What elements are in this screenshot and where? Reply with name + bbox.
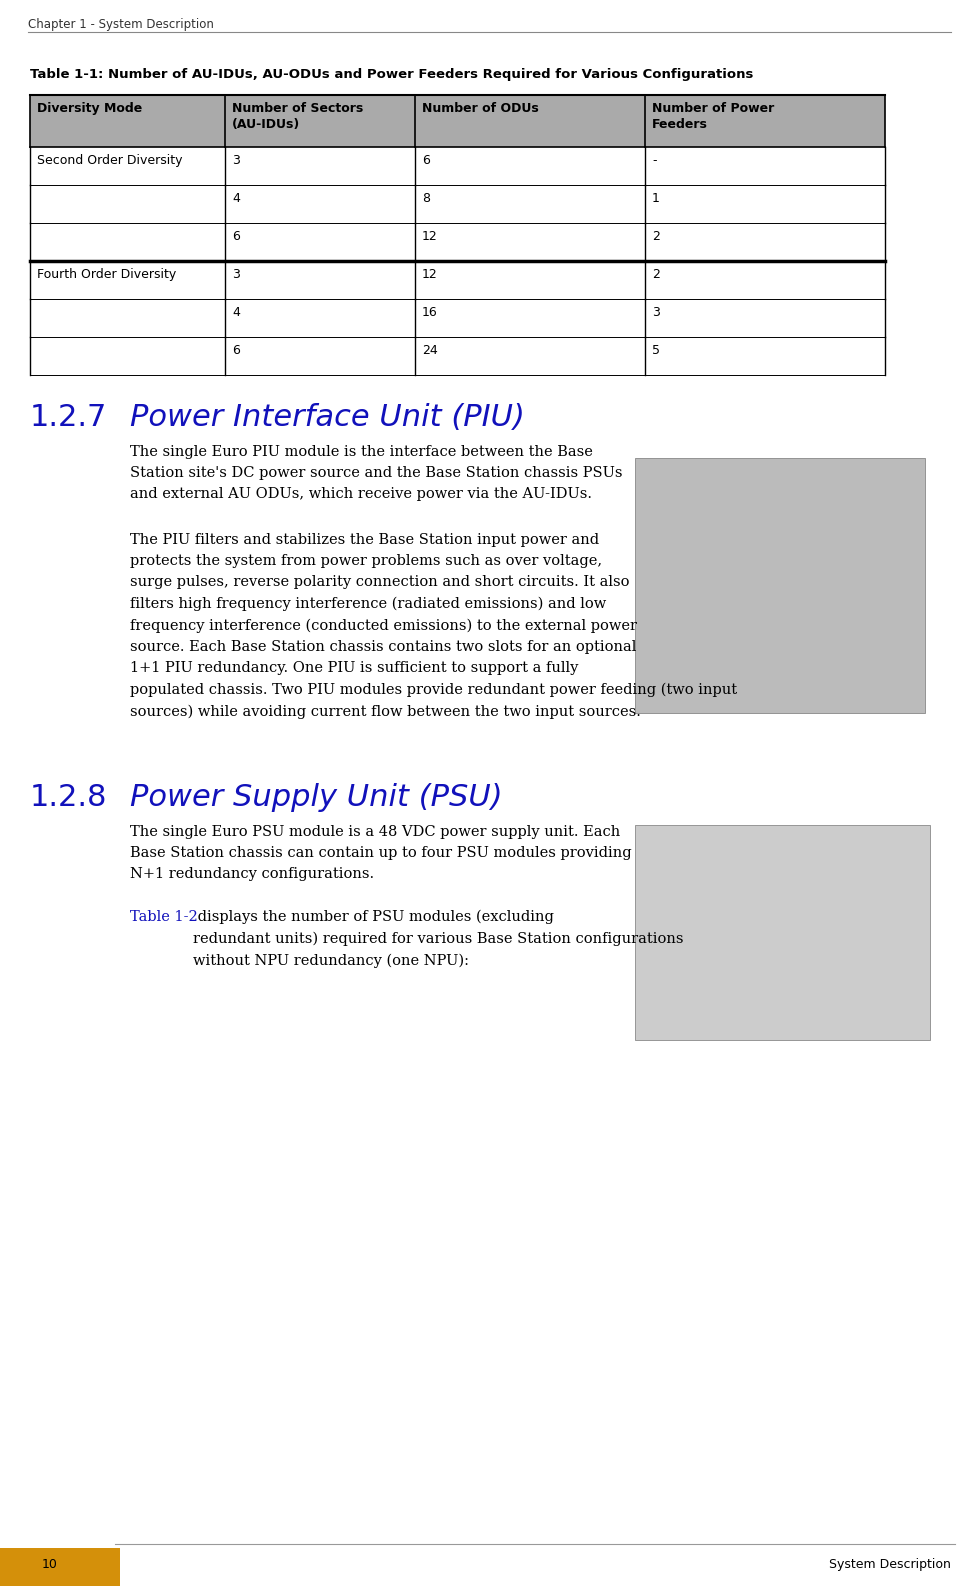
Text: 2: 2 <box>651 230 659 243</box>
Text: 3: 3 <box>651 306 659 319</box>
Text: Chapter 1 - System Description: Chapter 1 - System Description <box>28 17 213 32</box>
Text: Table 1-1: Number of AU-IDUs, AU-ODUs and Power Feeders Required for Various Con: Table 1-1: Number of AU-IDUs, AU-ODUs an… <box>30 68 753 81</box>
Text: 4: 4 <box>232 192 240 205</box>
Bar <box>30 224 884 262</box>
Text: 6: 6 <box>232 344 240 357</box>
Text: System Description: System Description <box>828 1557 950 1572</box>
Text: 12: 12 <box>422 268 437 281</box>
Text: The single Euro PIU module is the interface between the Base
Station site's DC p: The single Euro PIU module is the interf… <box>130 446 622 501</box>
Text: 24: 24 <box>422 344 437 357</box>
Text: 2: 2 <box>651 268 659 281</box>
Text: Second Order Diversity: Second Order Diversity <box>37 154 182 167</box>
Text: 10: 10 <box>42 1557 58 1572</box>
Text: -: - <box>651 154 656 167</box>
Bar <box>30 95 884 147</box>
Bar <box>30 336 884 374</box>
Bar <box>30 262 884 300</box>
Text: Diversity Mode: Diversity Mode <box>37 102 142 116</box>
Text: 12: 12 <box>422 230 437 243</box>
Text: 3: 3 <box>232 154 240 167</box>
Text: 4: 4 <box>232 306 240 319</box>
Text: 16: 16 <box>422 306 437 319</box>
Text: 6: 6 <box>232 230 240 243</box>
Text: The PIU filters and stabilizes the Base Station input power and
protects the sys: The PIU filters and stabilizes the Base … <box>130 533 736 718</box>
Bar <box>635 458 924 714</box>
Text: 6: 6 <box>422 154 429 167</box>
Bar <box>635 825 929 1040</box>
Text: 1.2.7: 1.2.7 <box>30 403 108 431</box>
Text: Table 1-2: Table 1-2 <box>130 910 198 925</box>
Text: Number of Sectors
(AU-IDUs): Number of Sectors (AU-IDUs) <box>232 102 363 132</box>
Text: 8: 8 <box>422 192 429 205</box>
Text: 1: 1 <box>651 192 659 205</box>
Text: The single Euro PSU module is a 48 VDC power supply unit. Each
Base Station chas: The single Euro PSU module is a 48 VDC p… <box>130 825 631 882</box>
Text: 1.2.8: 1.2.8 <box>30 783 108 812</box>
Bar <box>30 147 884 186</box>
Text: Number of ODUs: Number of ODUs <box>422 102 538 116</box>
Text: 5: 5 <box>651 344 659 357</box>
Text: Power Supply Unit (PSU): Power Supply Unit (PSU) <box>130 783 502 812</box>
Bar <box>30 300 884 336</box>
Text: displays the number of PSU modules (excluding
redundant units) required for vari: displays the number of PSU modules (excl… <box>193 910 683 967</box>
Bar <box>0 1548 120 1586</box>
Text: Fourth Order Diversity: Fourth Order Diversity <box>37 268 176 281</box>
Text: Number of Power
Feeders: Number of Power Feeders <box>651 102 774 132</box>
Bar <box>30 186 884 224</box>
Text: Power Interface Unit (PIU): Power Interface Unit (PIU) <box>130 403 524 431</box>
Text: 3: 3 <box>232 268 240 281</box>
